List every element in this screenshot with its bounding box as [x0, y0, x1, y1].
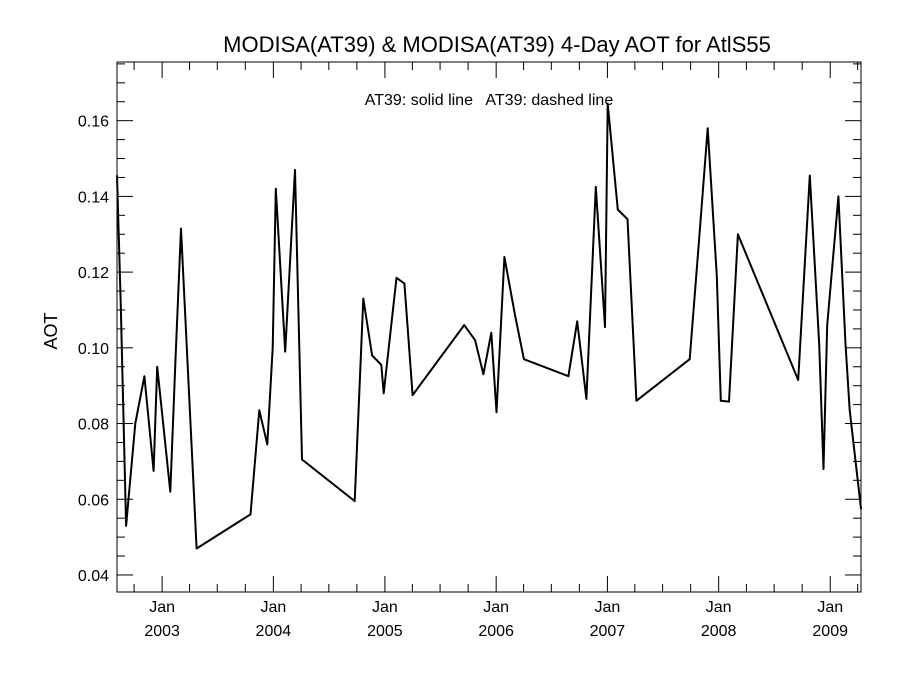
data-point [382, 392, 385, 395]
data-point [411, 394, 414, 396]
x-tick-year-label: 2007 [590, 623, 626, 640]
data-point [737, 233, 739, 236]
x-tick-month-label: Jan [595, 599, 621, 616]
data-point [818, 343, 820, 345]
y-tick-label: 0.08 [78, 417, 109, 434]
x-tick-month-label: Jan [149, 599, 175, 616]
y-tick-label: 0.14 [78, 189, 109, 206]
y-axis-label: AOT [41, 312, 61, 349]
data-point [688, 358, 691, 361]
data-point [728, 400, 730, 403]
chart-title: MODISA(AT39) & MODISA(AT39) 4-Day AOT fo… [223, 32, 771, 57]
x-tick-year-label: 2004 [256, 623, 292, 640]
y-tick-label: 0.10 [78, 341, 109, 358]
x-tick-month-label: Jan [706, 599, 732, 616]
data-point [482, 373, 485, 376]
tick-labels: 0.04 0.06 0.08 0.10 0.12 0.14 0.16 Jan 2003 Jan 20… [78, 114, 848, 640]
data-point [503, 256, 506, 258]
data-point [271, 347, 274, 349]
data-point [797, 379, 799, 381]
y-tick-label: 0.16 [78, 114, 109, 131]
series-layer [116, 102, 862, 550]
data-point [576, 320, 578, 323]
data-point [490, 331, 493, 334]
plot-area-frame [116, 61, 862, 593]
x-tick-month-label: Jan [817, 599, 843, 616]
data-point [156, 365, 158, 368]
line-style-annotation: AT39: solid line AT39: dashed line [365, 92, 614, 109]
data-point [698, 233, 701, 236]
data-point [860, 507, 862, 510]
data-point [258, 409, 261, 412]
data-point [523, 358, 525, 361]
y-tick-label: 0.12 [78, 265, 109, 282]
x-tick-year-label: 2005 [367, 623, 403, 640]
data-point [474, 339, 476, 342]
x-tick-year-label: 2003 [144, 623, 180, 640]
data-point [463, 324, 466, 326]
data-point [617, 208, 619, 211]
x-tick-year-label: 2009 [812, 623, 848, 640]
data-point [249, 513, 252, 516]
data-point [514, 314, 516, 317]
data-point [495, 411, 498, 414]
data-point [585, 398, 588, 400]
data-point [294, 169, 296, 171]
x-tick-month-label: Jan [483, 599, 509, 616]
data-point [174, 358, 177, 361]
data-point [152, 470, 155, 472]
axis-ticks [117, 62, 861, 592]
data-point [626, 218, 629, 220]
data-point [706, 127, 709, 129]
data-point [275, 188, 277, 190]
data-point [595, 186, 597, 188]
x-tick-month-label: Jan [372, 599, 398, 616]
data-point [143, 375, 146, 378]
data-point [606, 102, 609, 105]
data-point [822, 468, 825, 470]
data-point [604, 326, 606, 328]
data-point [284, 350, 287, 353]
data-point [371, 354, 373, 357]
data-point [844, 343, 847, 345]
data-point [716, 275, 718, 277]
data-point [169, 490, 172, 493]
data-point [848, 409, 851, 412]
data-point [353, 500, 356, 502]
data-point [119, 301, 122, 304]
data-point [809, 174, 811, 177]
y-tick-label: 0.06 [78, 492, 109, 509]
data-point [301, 458, 303, 461]
data-point [395, 277, 398, 279]
x-tick-year-label: 2008 [701, 623, 737, 640]
data-point [837, 195, 840, 198]
data-point [403, 282, 406, 285]
data-point [116, 174, 118, 177]
series-line-solid [116, 102, 862, 550]
data-point [720, 400, 722, 402]
data-point [125, 525, 127, 527]
data-point [380, 364, 383, 366]
x-tick-year-label: 2006 [478, 623, 514, 640]
data-point [134, 422, 137, 425]
data-point [195, 547, 198, 550]
data-point [826, 324, 828, 326]
data-point [180, 227, 182, 230]
data-point [567, 375, 570, 378]
y-tick-label: 0.04 [78, 568, 109, 585]
data-point [362, 297, 365, 300]
data-point [266, 443, 269, 446]
x-tick-month-label: Jan [260, 599, 286, 616]
data-point [635, 400, 638, 402]
